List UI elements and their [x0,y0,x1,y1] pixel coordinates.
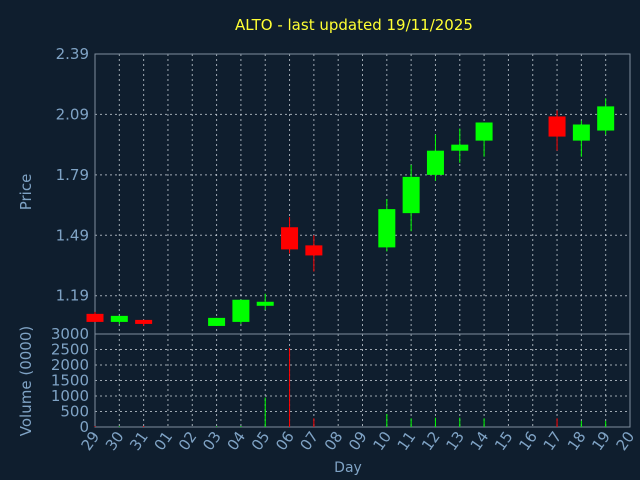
price-panel: 2.39 2.09 1.79 1.49 1.19 [56,45,631,335]
price-axis-label: Price [17,174,35,211]
volume-tick-label: 1000 [51,387,89,405]
x-tick-label: 03 [199,428,225,454]
candle-body [305,245,323,256]
candle-body [548,116,566,137]
price-tick-label: 1.79 [56,166,89,184]
x-tick-label: 04 [223,428,249,454]
candle-body [451,144,469,151]
x-tick-label: 06 [272,428,298,454]
x-axis-label: Day [334,460,362,476]
candle-body [281,227,299,250]
x-tick-label: 08 [321,428,347,454]
x-tick-label: 31 [126,428,152,454]
candle-body [110,315,128,322]
x-tick-label: 07 [296,428,322,454]
candle-body [208,317,226,326]
x-tick-label: 09 [345,428,371,454]
x-tick-label: 15 [491,428,517,454]
x-tick-label: 17 [540,428,566,454]
x-tick-label: 16 [515,428,541,454]
x-tick-label: 13 [442,428,468,454]
x-tick-label: 12 [418,428,444,454]
candle-body [572,124,590,141]
candle-body [256,301,274,306]
candle-body [378,209,396,248]
candle-body [86,313,104,322]
price-tick-label: 2.09 [56,105,89,123]
x-tick-label: 14 [467,428,493,454]
x-tick-label: 18 [564,428,590,454]
price-tick-label: 1.19 [56,287,89,305]
volume-tick-label: 2500 [51,341,89,359]
volume-tick-label: 1500 [51,372,89,390]
volume-frame [94,333,631,428]
x-tick-label: 19 [588,428,614,454]
candle-body [475,122,493,141]
price-tick-label: 1.49 [56,226,89,244]
x-tick-label: 02 [175,428,201,454]
volume-tick-label: 3000 [51,325,89,343]
volume-axis-label: Volume (0000) [17,326,35,436]
x-axis-ticks: 2930310102030405060708091011121314151617… [78,428,639,454]
price-tick-label: 2.39 [56,45,89,63]
x-tick-label: 10 [369,428,395,454]
x-tick-label: 01 [151,428,177,454]
candle-body [597,106,615,131]
chart-title: ALTO - last updated 19/11/2025 [235,16,473,34]
candle-body [135,319,153,324]
candle-body [426,150,444,175]
x-tick-label: 05 [248,428,274,454]
x-tick-label: 30 [102,428,128,454]
candle-body [232,299,250,322]
x-tick-label: 20 [613,428,639,454]
volume-tick-label: 0 [79,418,89,436]
candle-body [402,176,420,214]
volume-tick-label: 500 [60,403,89,421]
x-tick-label: 11 [394,428,420,454]
volume-tick-label: 2000 [51,356,89,374]
